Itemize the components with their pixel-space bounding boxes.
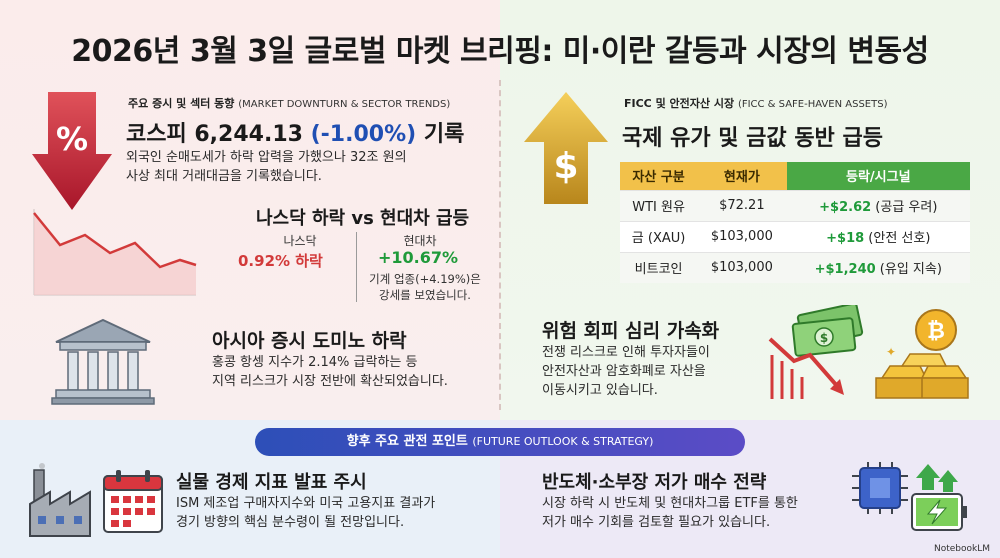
left-section-label: 주요 증시 및 섹터 동향 (MARKET DOWNTURN & SECTOR …	[128, 97, 451, 110]
percent-down-arrow-icon: %	[32, 92, 112, 210]
asia-description: 홍콩 항셍 지수가 2.14% 급락하는 등 지역 리스크가 시장 전반에 확산되…	[212, 355, 448, 389]
asia-title: 아시아 증시 도미노 하락	[212, 330, 407, 352]
gold-bars-bitcoin-icon: ₿ ✦	[875, 309, 969, 399]
table-row: WTI 원유 $72.21 +$2.62 (공급 우려)	[620, 189, 970, 221]
svg-text:%: %	[56, 120, 88, 158]
asset-cell: 비트코인	[620, 251, 698, 283]
price-cell: $103,000	[697, 251, 787, 283]
vs-title: 나스닥 하락 vs 현대차 급등	[256, 208, 470, 229]
nasdaq-value: 0.92% 하락	[238, 252, 323, 270]
kospi-description: 외국인 순매도세가 하락 압력을 가했으나 32조 원의 사상 최대 거래대금을 …	[126, 150, 407, 184]
vs-divider	[356, 232, 357, 302]
svg-text:₿: ₿	[927, 319, 945, 344]
decline-line-graphic	[33, 209, 197, 296]
table-header-price: 현재가	[697, 162, 787, 190]
calendar-icon	[103, 470, 163, 533]
chip-battery-icon	[852, 462, 967, 531]
page-title: 2026년 3월 3일 글로벌 마켓 브리핑: 미·이란 갈등과 시장의 변동성	[71, 34, 929, 69]
ism-description: ISM 제조업 구매자지수와 미국 고용지표 결과가 경기 방향의 핵심 분수령이…	[176, 496, 436, 530]
semi-title: 반도체·소부장 저가 매수 전략	[542, 472, 767, 493]
asset-table: 자산 구분 현재가 등락/시그널 WTI 원유 $72.21 +$2.62 (공…	[620, 162, 970, 283]
ism-title: 실물 경제 지표 발표 주시	[176, 472, 367, 493]
risk-description: 전쟁 리스크로 인해 투자자들이 안전자산과 암호화폐로 자산을 이동시키고 있습니…	[542, 345, 710, 398]
watermark: NotebookLM	[933, 544, 990, 554]
svg-text:✦: ✦	[886, 345, 896, 359]
asset-cell: 금 (XAU)	[620, 220, 698, 252]
outlook-banner: 향후 주요 관전 포인트 (FUTURE OUTLOOK & STRATEGY)	[255, 428, 745, 456]
hyundai-note: 기계 업종(+4.19%)은 강세를 보였습니다.	[369, 272, 481, 302]
dollar-up-arrow-icon: $	[524, 92, 608, 204]
price-cell: $72.21	[697, 189, 787, 221]
hyundai-value: +10.67%	[378, 248, 459, 267]
kospi-headline: 코스피 6,244.13 (-1.00%) 기록	[126, 122, 465, 147]
signal-cell: +$1,240 (유입 지속)	[786, 251, 970, 283]
hyundai-label: 현대차	[403, 234, 437, 248]
risk-title: 위험 회피 심리 가속화	[542, 320, 720, 342]
stock-exchange-building-icon	[51, 318, 155, 405]
semi-description: 시장 하락 시 반도체 및 현대차그룹 ETF를 통한 저가 매수 기회를 검토할…	[542, 496, 798, 530]
signal-cell: +$18 (안전 선호)	[786, 220, 970, 252]
price-cell: $103,000	[697, 220, 787, 252]
cash-falling-chart-icon: $	[768, 305, 864, 399]
signal-cell: +$2.62 (공급 우려)	[786, 189, 970, 221]
center-divider	[499, 80, 501, 410]
svg-text:$: $	[553, 146, 578, 187]
right-section-label: FICC 및 안전자산 시장 (FICC & SAFE-HAVEN ASSETS…	[624, 97, 888, 110]
table-header-asset: 자산 구분	[620, 162, 698, 190]
asset-cell: WTI 원유	[620, 189, 698, 221]
svg-text:$: $	[820, 331, 828, 345]
factory-icon	[29, 463, 91, 537]
oil-gold-title: 국제 유가 및 금값 동반 급등	[622, 126, 883, 151]
table-header-signal: 등락/시그널	[786, 162, 970, 190]
table-row: 금 (XAU) $103,000 +$18 (안전 선호)	[620, 220, 970, 252]
table-row: 비트코인 $103,000 +$1,240 (유입 지속)	[620, 251, 970, 283]
nasdaq-label: 나스닥	[283, 234, 317, 248]
